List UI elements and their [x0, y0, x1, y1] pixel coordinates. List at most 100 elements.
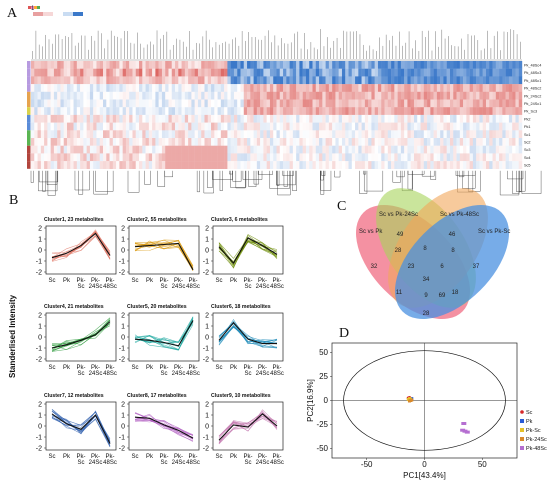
heatmap-cell [407, 138, 411, 146]
dendrogram-branch [38, 170, 58, 192]
heatmap-cell [96, 76, 100, 85]
heatmap-cell [410, 122, 415, 131]
heatmap-cell [99, 153, 104, 162]
heatmap-row-label: Pk_48Sc4 [524, 64, 541, 68]
heatmap-cell [319, 145, 323, 154]
heatmap-cell [335, 68, 339, 77]
heatmap-cell [351, 107, 356, 116]
heatmap-cell [440, 138, 444, 146]
heatmap-cell [53, 107, 58, 116]
heatmap-cell [148, 84, 153, 92]
heatmap-cell [60, 153, 64, 162]
heatmap-cell [368, 61, 372, 69]
heatmap-cell [40, 84, 45, 92]
y-tick-label: 0 [38, 248, 42, 255]
heatmap-cell [34, 61, 38, 69]
heatmap-cell [417, 107, 421, 116]
heatmap-cell [377, 145, 382, 154]
heatmap-cell [482, 99, 487, 108]
heatmap-cell [341, 130, 346, 139]
heatmap-cell [67, 68, 71, 77]
heatmap-cell [387, 84, 392, 92]
heatmap-cell [139, 61, 143, 69]
heatmap-cell [273, 99, 277, 108]
heatmap-cell [305, 76, 310, 85]
heatmap-cell [256, 161, 261, 169]
heatmap-cell [191, 138, 195, 146]
heatmap-cell [443, 138, 447, 146]
heatmap-cell [397, 138, 402, 146]
heatmap-cell [305, 138, 310, 146]
heatmap-cell [119, 61, 123, 69]
heatmap-cell [67, 114, 71, 123]
heatmap-cell [338, 68, 343, 77]
heatmap-cell [31, 91, 35, 100]
heatmap-cell [83, 68, 87, 77]
venn-count: 49 [397, 232, 404, 238]
metabolite-line [218, 321, 278, 345]
heatmap-cell [515, 114, 519, 123]
metabolite-line [134, 239, 194, 271]
heatmap-cell [253, 161, 258, 169]
heatmap-cell [341, 68, 346, 77]
heatmap-cell [299, 76, 303, 85]
x-tick-label: Pk- [258, 278, 267, 284]
heatmap-cell [505, 153, 510, 162]
heatmap-cell [459, 138, 464, 146]
y-tick-label: -25 [316, 420, 328, 429]
heatmap-cell [394, 84, 398, 92]
heatmap-cell [286, 107, 290, 116]
heatmap-cell [44, 76, 48, 85]
heatmap-cell [279, 76, 284, 85]
heatmap-cell [256, 138, 261, 146]
heatmap-cell [348, 138, 352, 146]
heatmap-cell [276, 61, 280, 69]
heatmap-cell [351, 114, 356, 123]
heatmap-cell [397, 99, 402, 108]
heatmap-cell [358, 145, 362, 154]
heatmap-cell [456, 91, 461, 100]
group-bar [27, 114, 31, 123]
heatmap-cell [485, 122, 490, 131]
y-tick-label: 2 [38, 313, 42, 320]
heatmap-cell [407, 161, 411, 169]
heatmap-cell [243, 91, 248, 100]
heatmap-cell [132, 161, 136, 169]
heatmap-cell [266, 91, 271, 100]
heatmap-cell [417, 114, 421, 123]
heatmap-cell [57, 161, 61, 169]
heatmap-cell [391, 130, 395, 139]
heatmap-cell [31, 107, 35, 116]
heatmap-row-label: Sc1 [524, 133, 531, 137]
heatmap-cell [319, 153, 323, 162]
heatmap-cell [201, 153, 205, 162]
heatmap-cell [247, 161, 251, 169]
heatmap-cell [178, 122, 182, 131]
x-tick-label: Pk [146, 454, 154, 460]
metabolite-line [134, 419, 194, 439]
heatmap-cell [302, 61, 307, 69]
heatmap-cell [469, 145, 474, 154]
heatmap-cell [508, 68, 513, 77]
heatmap-cell [57, 138, 61, 146]
heatmap-cell [63, 107, 68, 116]
heatmap-cell [381, 61, 385, 69]
heatmap-cell [188, 153, 192, 162]
heatmap-cell [374, 61, 379, 69]
heatmap-cell [34, 91, 38, 100]
heatmap-cell [436, 130, 441, 139]
heatmap-cell [397, 114, 402, 123]
dendrogram-branch [230, 170, 247, 188]
heatmap-cell [305, 122, 310, 131]
heatmap-cell [37, 130, 42, 139]
heatmap-cell [296, 84, 300, 92]
heatmap-cell [86, 130, 91, 139]
heatmap-cell [142, 76, 146, 85]
heatmap-cell [335, 161, 339, 169]
heatmap-cell [292, 114, 297, 123]
heatmap-cell [400, 76, 405, 85]
heatmap-cell [394, 91, 398, 100]
heatmap-cell [433, 84, 438, 92]
x-tick-label: Pk- [106, 278, 115, 284]
